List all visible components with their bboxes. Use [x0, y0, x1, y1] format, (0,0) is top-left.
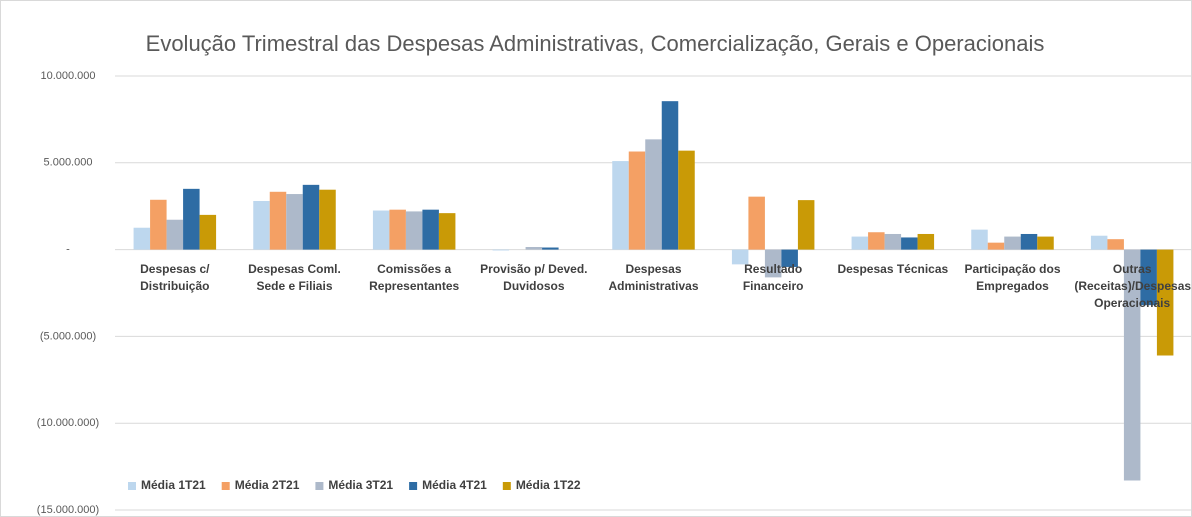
x-tick-label: Participação dos Empregados [964, 261, 1061, 293]
bar [166, 219, 184, 250]
legend-swatch [128, 482, 136, 490]
legend-swatch [409, 482, 418, 490]
bar [1107, 239, 1124, 250]
bar [492, 249, 510, 251]
bar [302, 184, 320, 250]
bar [868, 232, 885, 250]
bar [1004, 236, 1021, 250]
legend-swatch [315, 482, 324, 490]
y-tick-label: (15.000.000) [37, 504, 99, 516]
x-tick-label: Outras (Receitas)/Despesas Operacionais [1074, 261, 1192, 310]
bar [612, 161, 629, 250]
bar [987, 242, 1005, 250]
x-tick-label: Comissões a Representantes [369, 261, 460, 293]
bar [319, 189, 336, 250]
bar [183, 188, 200, 250]
bar [917, 233, 935, 250]
x-tick-label: Provisão p/ Deved. Duvidosos [480, 261, 588, 293]
bar [525, 246, 543, 250]
bar [1140, 249, 1157, 306]
legend-label: Média 2T21 [235, 478, 300, 492]
x-tick-label: Resultado Financeiro [742, 261, 804, 293]
bar [678, 150, 695, 250]
bar [1020, 233, 1038, 250]
legend-label: Média 1T22 [516, 478, 581, 492]
bar [1156, 249, 1174, 356]
bar [150, 199, 167, 250]
legend-label: Média 4T21 [422, 478, 487, 492]
x-tick-label: Despesas Administrativas [608, 261, 699, 293]
x-tick-label: Despesas Técnicas [837, 261, 949, 276]
bar [199, 214, 217, 250]
bar [389, 209, 406, 250]
legend-swatch [502, 482, 511, 490]
bar [884, 233, 902, 250]
bar [438, 213, 456, 250]
bar [748, 196, 765, 250]
bar [422, 209, 439, 250]
legend-label: Média 1T21 [141, 478, 206, 492]
bar [797, 200, 815, 250]
bar [851, 236, 869, 250]
chart-title: Evolução Trimestral das Despesas Adminis… [146, 31, 1045, 56]
legend-label: Média 3T21 [328, 478, 393, 492]
bar [1090, 235, 1108, 250]
x-tick-label: Despesas c/ Distribuição [140, 261, 210, 293]
bar [971, 229, 988, 250]
y-tick-label: (5.000.000) [40, 330, 96, 342]
bar [628, 151, 646, 250]
bar [405, 211, 423, 250]
bar [781, 249, 798, 267]
bar [764, 249, 782, 278]
y-tick-label: - [66, 244, 70, 256]
bar [253, 200, 270, 250]
y-tick-label: 10.000.000 [40, 70, 95, 82]
x-tick-label: Despesas Coml. Sede e Filiais [248, 261, 341, 293]
bar [286, 194, 303, 250]
bar [1037, 236, 1054, 250]
bar [133, 227, 151, 250]
y-tick-label: 5.000.000 [44, 157, 93, 169]
bar [1123, 249, 1141, 481]
bar [661, 101, 679, 250]
bar [372, 210, 390, 250]
bar [542, 247, 559, 250]
bar [269, 191, 287, 250]
bar [731, 249, 749, 265]
bar [901, 237, 918, 250]
legend-swatch [221, 482, 230, 490]
y-tick-label: (10.000.000) [37, 417, 99, 429]
bar [645, 139, 662, 250]
